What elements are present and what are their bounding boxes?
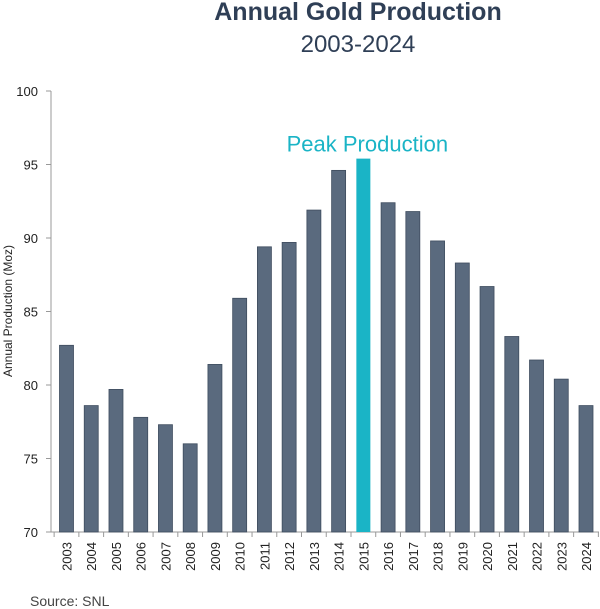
bar-2012	[281, 242, 297, 533]
x-tick-label: 2007	[158, 542, 173, 571]
bar-2010	[232, 297, 248, 533]
y-tick-label: 90	[24, 231, 38, 246]
x-tick-label: 2024	[579, 542, 594, 571]
x-tick-label: 2006	[134, 542, 149, 571]
x-tick-label: 2023	[554, 542, 569, 571]
bar-2003	[59, 344, 74, 533]
x-tick-label: 2021	[505, 542, 520, 571]
bar-2007	[158, 424, 173, 533]
y-tick-label: 95	[24, 158, 38, 173]
x-tick-label: 2020	[480, 542, 495, 571]
bar-2009	[207, 364, 223, 533]
bar-2019	[454, 262, 470, 533]
x-tick-label: 2013	[307, 542, 322, 571]
bar-2011	[257, 246, 272, 533]
chart-title: Annual Gold Production	[214, 0, 501, 26]
x-tick-label: 2011	[257, 542, 272, 570]
x-tick-label: 2010	[233, 542, 248, 571]
x-tick-label: 2012	[282, 542, 297, 571]
bar-2006	[133, 416, 149, 533]
chart-subtitle: 2003-2024	[301, 31, 416, 58]
bars	[59, 158, 594, 533]
x-tick-label: 2009	[208, 542, 223, 571]
bar-2014	[331, 169, 347, 533]
bar-2020	[479, 286, 495, 533]
bar-2008	[182, 443, 198, 533]
bar-2023	[553, 378, 569, 533]
x-tick-label: 2018	[431, 542, 446, 571]
y-axis: 70 75 80 85 90 95 100	[16, 84, 52, 540]
y-axis-label: Annual Production (Moz)	[1, 245, 15, 377]
x-tick-label: 2017	[406, 542, 421, 571]
bar-2015	[356, 158, 371, 532]
bar-2024	[578, 405, 594, 533]
bar-2021	[504, 336, 520, 533]
source-note: Source: SNL	[30, 593, 110, 609]
bar-2022	[529, 359, 544, 533]
y-tick-label: 70	[24, 525, 38, 540]
x-tick-label: 2019	[455, 542, 470, 571]
peak-production-annotation: Peak Production	[287, 132, 448, 157]
x-axis: 2003 2004 2005 2006 2007 2008 2009 2010 2011 2012…	[51, 531, 599, 571]
y-tick-label: 85	[24, 305, 38, 320]
bar-2016	[380, 202, 396, 533]
x-tick-label: 2004	[84, 542, 99, 571]
y-tick-label: 80	[24, 378, 38, 393]
x-tick-label: 2014	[332, 542, 347, 571]
x-tick-label: 2003	[60, 542, 75, 571]
y-tick-label: 75	[24, 452, 38, 467]
bar-2018	[430, 240, 445, 533]
bar-2017	[405, 211, 421, 533]
bar-2013	[306, 209, 322, 533]
bar-2004	[83, 405, 99, 533]
y-tick-label: 100	[16, 84, 38, 99]
x-tick-label: 2005	[109, 542, 124, 571]
x-tick-label: 2016	[381, 542, 396, 571]
x-tick-label: 2008	[183, 542, 198, 571]
bar-2005	[108, 389, 124, 533]
x-tick-label: 2022	[530, 542, 545, 571]
x-tick-label: 2015	[356, 542, 371, 571]
